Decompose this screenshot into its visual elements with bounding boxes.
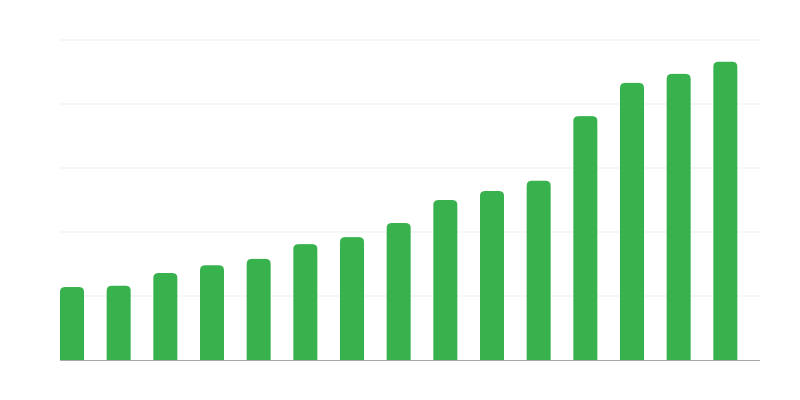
bar-1 <box>60 287 84 360</box>
bar-9 <box>433 200 458 360</box>
bar-13 <box>620 82 644 360</box>
bar-7 <box>340 237 364 360</box>
bar-3 <box>153 272 178 360</box>
bar-8 <box>386 223 411 360</box>
bar-10 <box>480 191 504 360</box>
bar-14 <box>666 73 691 361</box>
bar-2 <box>106 285 131 360</box>
bar-12 <box>573 116 598 360</box>
bars <box>60 61 738 361</box>
bar-15 <box>713 61 738 360</box>
bar-5 <box>246 258 271 360</box>
bar-11 <box>526 180 551 360</box>
bar-6 <box>293 244 318 360</box>
bar-4 <box>200 265 224 360</box>
